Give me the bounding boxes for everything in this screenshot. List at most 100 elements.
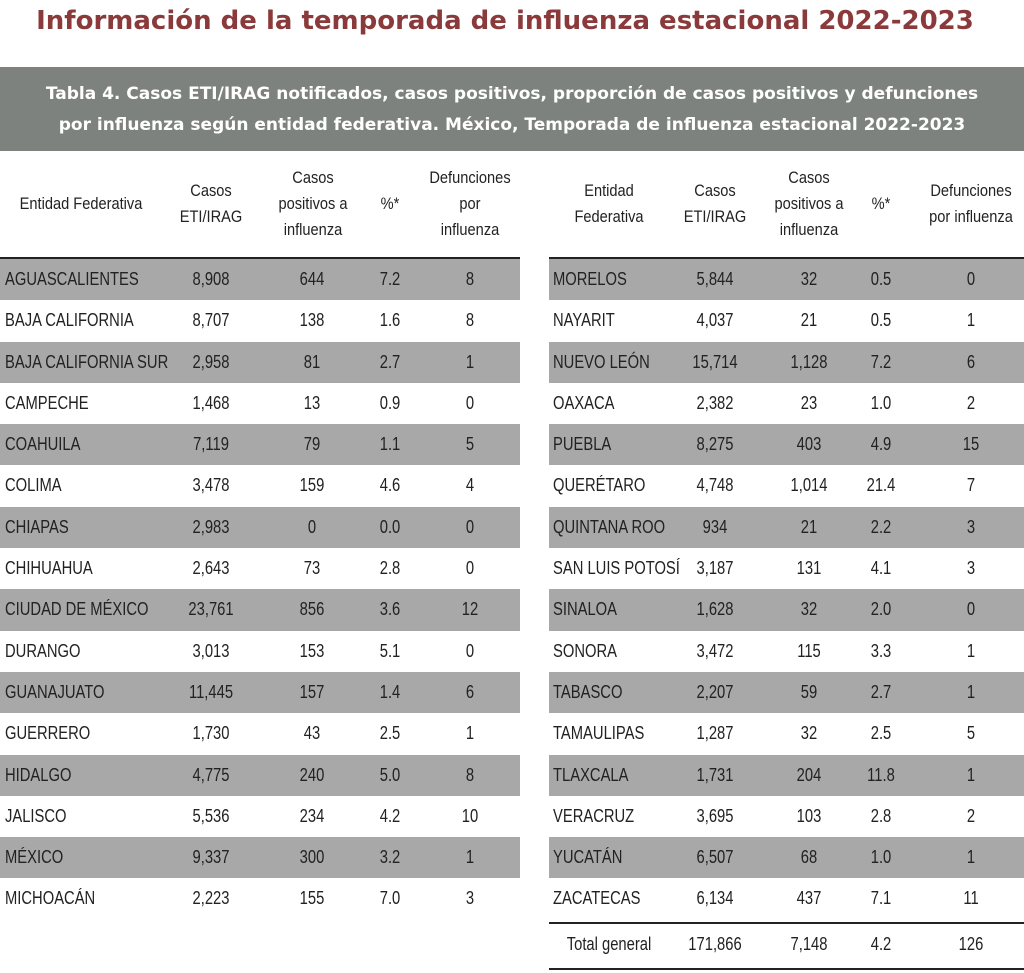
table-row: QUINTANA ROO 934 21 2.2 3: [549, 506, 1024, 549]
cell-entidad: QUINTANA ROO: [553, 516, 666, 537]
cell-casos: 8,908: [192, 269, 230, 289]
table-row: NAYARIT 4,037 21 0.5 1: [549, 300, 1024, 341]
cell-defunciones: 4: [465, 475, 475, 496]
cell-pct: 3.2: [379, 847, 401, 868]
table-row: AGUASCALIENTES 8,908 644 7.2 8: [0, 259, 520, 301]
cell-casos: 23,761: [188, 599, 234, 620]
cell-entidad: CHIAPAS: [5, 516, 69, 537]
cell-casos: 5,536: [192, 805, 230, 826]
table-row: CHIHUAHUA 2,643 73 2.8 0: [0, 548, 520, 589]
header-entidad: Entidad Federativa: [574, 181, 644, 226]
table-row: TLAXCALA 1,731 204 11.8 1: [549, 754, 1024, 796]
cell-entidad: CHIHUAHUA: [5, 558, 93, 579]
cell-entidad: AGUASCALIENTES: [5, 269, 139, 289]
cell-defunciones: 0: [465, 558, 475, 579]
cell-pct: 1.4: [379, 681, 401, 702]
table-row: MORELOS 5,844 32 0.5 0: [549, 259, 1024, 301]
cell-positivos: 159: [299, 475, 325, 496]
cell-pct: 1.0: [870, 847, 892, 868]
cell-positivos: 1,014: [790, 475, 828, 496]
table-row: PUEBLA 8,275 403 4.9 15: [549, 424, 1024, 466]
table-row: CIUDAD DE MÉXICO 23,761 856 3.6 12: [0, 589, 520, 631]
cell-positivos: 157: [299, 681, 325, 702]
table-row: NUEVO LEÓN 15,714 1,128 7.2 6: [549, 341, 1024, 383]
cell-casos: 15,714: [692, 351, 738, 372]
cell-defunciones: 3: [966, 516, 976, 537]
table-row: QUERÉTARO 4,748 1,014 21.4 7: [549, 465, 1024, 506]
cell-defunciones: 7: [966, 475, 976, 496]
cell-casos: 1,468: [192, 392, 230, 413]
cell-casos: 4,775: [192, 764, 230, 785]
cell-positivos: 13: [303, 392, 321, 413]
cell-pct: 2.0: [870, 599, 892, 620]
table-row: ZACATECAS 6,134 437 7.1 11: [549, 878, 1024, 919]
cell-entidad: GUANAJUATO: [5, 681, 105, 702]
cell-positivos: 81: [303, 351, 321, 372]
header-defunciones: Defunciones por influenza: [429, 168, 511, 239]
cell-defunciones: 1: [465, 351, 475, 372]
table-row: TABASCO 2,207 59 2.7 1: [549, 671, 1024, 714]
cell-pct: 7.1: [870, 888, 892, 909]
cell-positivos: 403: [796, 434, 822, 455]
cell-positivos: 21: [800, 310, 818, 331]
cell-pct: 0.0: [379, 516, 401, 537]
left-table-header: Entidad Federativa Casos ETI/IRAG Casos …: [0, 151, 520, 259]
cell-defunciones: 8: [465, 269, 475, 289]
table-row: YUCATÁN 6,507 68 1.0 1: [549, 837, 1024, 879]
cell-defunciones: 6: [465, 681, 475, 702]
header-entidad: Entidad Federativa: [19, 194, 143, 213]
cell-casos: 5,844: [696, 269, 734, 289]
cell-entidad: CAMPECHE: [5, 392, 89, 413]
header-casos: Casos ETI/IRAG: [179, 181, 243, 226]
cell-casos: 1,730: [192, 723, 230, 744]
cell-pct: 4.9: [870, 434, 892, 455]
table-row: DURANGO 3,013 153 5.1 0: [0, 631, 520, 672]
cell-pct: 1.6: [379, 310, 401, 331]
cell-positivos: 234: [299, 805, 325, 826]
cell-defunciones: 8: [465, 764, 475, 785]
cell-casos: 2,207: [696, 681, 734, 702]
cell-casos: 4,037: [696, 310, 734, 331]
header-pct: %*: [871, 194, 891, 213]
cell-defunciones: 1: [966, 847, 976, 868]
cell-entidad: JALISCO: [5, 805, 67, 826]
cell-casos: 2,223: [192, 888, 230, 909]
cell-casos: 7,119: [193, 434, 229, 455]
cell-entidad: CIUDAD DE MÉXICO: [5, 599, 149, 620]
cell-positivos: 437: [796, 888, 822, 909]
cell-entidad: GUERRERO: [5, 723, 91, 744]
cell-casos: 3,695: [696, 805, 734, 826]
cell-positivos: 43: [303, 723, 321, 744]
cell-pct: 5.1: [379, 640, 401, 661]
cell-positivos: 300: [299, 847, 325, 868]
cell-pct: 4.6: [379, 475, 401, 496]
cell-pct: 3.3: [870, 640, 892, 661]
cell-entidad: TLAXCALA: [553, 764, 629, 785]
table-row: JALISCO 5,536 234 4.2 10: [0, 796, 520, 837]
cell-defunciones: 6: [966, 351, 976, 372]
cell-positivos: 21: [800, 516, 818, 537]
cell-entidad: MICHOACÁN: [5, 888, 96, 909]
cell-positivos: 32: [800, 723, 818, 744]
cell-positivos: 131: [796, 558, 822, 579]
cell-entidad: SINALOA: [553, 599, 617, 620]
cell-positivos: 856: [299, 599, 325, 620]
cell-pct: 2.5: [379, 723, 401, 744]
cell-defunciones: 12: [461, 599, 479, 620]
cell-casos: 2,382: [696, 392, 734, 413]
cell-entidad: BAJA CALIFORNIA SUR: [5, 351, 169, 372]
cell-casos: 4,748: [696, 475, 734, 496]
cell-defunciones: 15: [962, 434, 980, 455]
table-row: BAJA CALIFORNIA 8,707 138 1.6 8: [0, 300, 520, 341]
total-defunciones: 126: [958, 933, 984, 954]
total-row: Total general 171,866 7,148 4.2 126: [549, 921, 1024, 970]
cell-entidad: COLIMA: [5, 475, 62, 496]
cell-pct: 5.0: [379, 764, 401, 785]
cell-pct: 11.8: [867, 764, 895, 785]
table-row: BAJA CALIFORNIA SUR 2,958 81 2.7 1: [0, 341, 520, 383]
cell-entidad: TABASCO: [553, 681, 623, 702]
cell-positivos: 153: [299, 640, 325, 661]
table-row: MÉXICO 9,337 300 3.2 1: [0, 837, 520, 879]
cell-defunciones: 3: [966, 558, 976, 579]
cell-casos: 934: [702, 516, 728, 537]
